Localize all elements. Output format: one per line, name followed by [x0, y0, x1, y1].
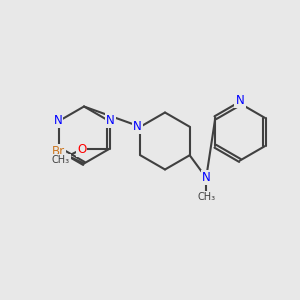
Text: N: N: [133, 120, 142, 133]
Text: N: N: [53, 114, 62, 127]
Text: N: N: [236, 94, 244, 107]
Text: CH₃: CH₃: [197, 192, 215, 202]
Text: N: N: [106, 114, 115, 127]
Text: CH₃: CH₃: [52, 155, 70, 165]
Text: N: N: [202, 171, 211, 184]
Text: O: O: [77, 143, 86, 156]
Text: Br: Br: [52, 145, 65, 158]
